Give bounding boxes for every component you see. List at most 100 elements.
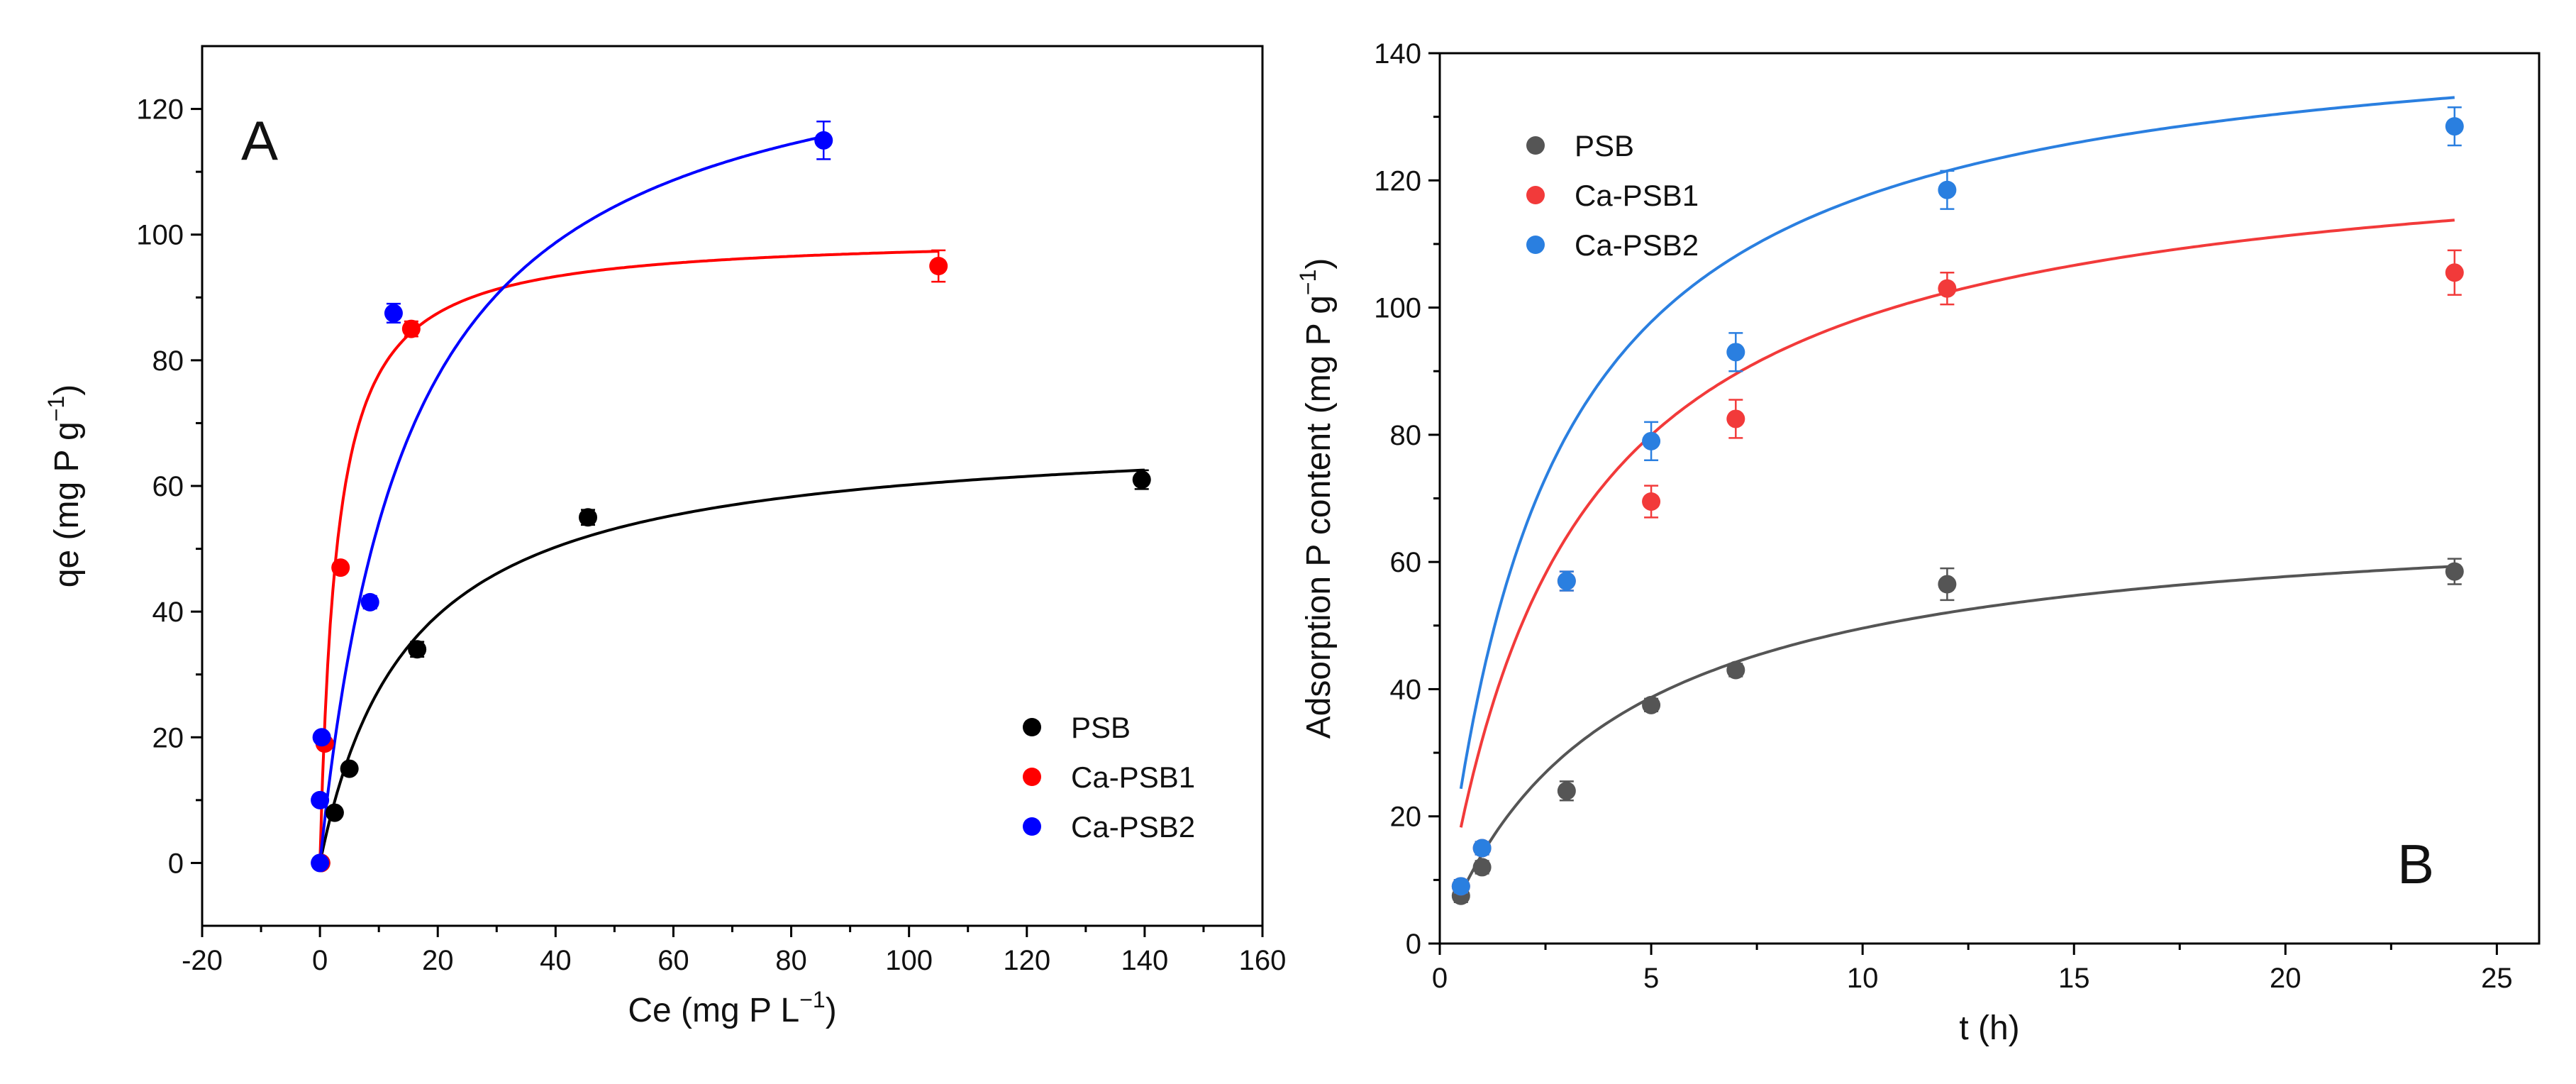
legend-marker-psb <box>1526 136 1545 155</box>
y-tick-label: 20 <box>152 722 184 753</box>
fit-curve-ca-psb2 <box>1459 96 2455 790</box>
y-axis-title-end: ) <box>1300 258 1338 270</box>
x-tick-label: 25 <box>2481 963 2513 994</box>
data-point-psb <box>1642 695 1661 714</box>
fit-curve-psb <box>318 468 1145 863</box>
y-tick-label: 120 <box>136 94 184 126</box>
y-tick-label: 40 <box>152 597 184 628</box>
x-tick-label: 120 <box>1003 945 1050 976</box>
legend-label: PSB <box>1575 129 1634 162</box>
data-point-ca-psb2 <box>2445 117 2464 136</box>
data-point-psb <box>1132 470 1151 490</box>
x-tick-label: 15 <box>2058 963 2090 994</box>
legend-marker-ca-psb1 <box>1023 768 1041 786</box>
y-tick-label: 0 <box>1406 929 1421 960</box>
data-point-ca-psb2 <box>1557 572 1576 591</box>
data-point-ca-psb1 <box>929 257 948 275</box>
y-tick-label: 20 <box>1390 802 1422 833</box>
data-point-psb <box>325 803 344 822</box>
x-tick-label: 20 <box>2270 963 2302 994</box>
fit-curve-ca-psb1 <box>1459 219 2455 828</box>
data-point-ca-psb1 <box>1642 492 1661 511</box>
data-point-ca-psb2 <box>311 853 330 873</box>
data-point-psb <box>408 640 427 659</box>
panel-label: A <box>241 109 278 172</box>
data-point-ca-psb2 <box>1451 877 1470 896</box>
y-tick-label: 60 <box>152 471 184 502</box>
data-point-ca-psb2 <box>360 592 379 612</box>
plot-frame <box>201 45 1264 927</box>
legend-label: Ca-PSB2 <box>1575 228 1699 262</box>
x-tick-label: -20 <box>182 945 223 976</box>
data-point-ca-psb2 <box>1642 431 1661 450</box>
data-point-psb <box>579 508 598 527</box>
y-axis-title-main: Adsorption P content (mg P g <box>1300 295 1338 739</box>
y-tick-label: 100 <box>136 220 184 251</box>
x-tick-label: 80 <box>775 945 807 976</box>
data-point-ca-psb2 <box>1472 839 1492 858</box>
chart-panel-a: -20 0 20 40 60 80 100 120 140 160 0 20 40 60 80 100 120 C… <box>43 45 1287 1029</box>
data-point-psb <box>2445 562 2464 581</box>
fit-curve-ca-psb1 <box>318 250 939 863</box>
x-tick-label: 0 <box>1432 963 1448 994</box>
y-tick-label: 100 <box>1374 293 1421 324</box>
x-tick-label: 40 <box>540 945 572 976</box>
x-axis-title-main: t (h) <box>1959 1010 2019 1047</box>
x-axis-title-main: Ce (mg P L <box>628 992 799 1029</box>
fit-curve-psb <box>1460 565 2455 895</box>
y-tick-label: 120 <box>1374 165 1421 197</box>
data-point-psb <box>1726 660 1745 680</box>
y-tick-label: 0 <box>168 848 184 879</box>
x-tick-label: 160 <box>1239 945 1287 976</box>
data-point-ca-psb1 <box>1938 279 1957 298</box>
legend-marker-ca-psb2 <box>1023 817 1041 836</box>
legend-marker-psb <box>1023 718 1041 736</box>
y-axis-title-superscript: −1 <box>43 396 69 421</box>
x-tick-label: 0 <box>312 945 328 976</box>
data-point-ca-psb2 <box>384 304 403 323</box>
data-point-ca-psb2 <box>312 728 331 747</box>
legend-label: Ca-PSB2 <box>1071 810 1195 844</box>
y-axis-title-main: qe (mg P g <box>48 421 86 587</box>
data-point-psb <box>1938 575 1957 594</box>
panel-label: B <box>2397 833 2434 895</box>
fit-curve-ca-psb2 <box>318 134 827 863</box>
data-point-ca-psb1 <box>1726 409 1745 428</box>
data-point-psb <box>340 759 359 778</box>
data-point-psb <box>1472 858 1492 877</box>
data-point-ca-psb1 <box>2445 263 2464 282</box>
x-axis-title: Ce (mg P L−1) <box>628 987 836 1029</box>
y-tick-label: 80 <box>1390 420 1422 451</box>
y-axis-title: qe (mg P g−1) <box>43 385 86 587</box>
x-axis-title-end: ) <box>826 992 837 1029</box>
x-axis-title: t (h) <box>1959 1010 2019 1047</box>
x-tick-label: 100 <box>885 945 933 976</box>
legend-marker-ca-psb1 <box>1526 186 1545 204</box>
x-tick-label: 20 <box>422 945 454 976</box>
y-tick-label: 40 <box>1390 674 1422 705</box>
x-tick-label: 5 <box>1643 963 1659 994</box>
y-tick-label: 140 <box>1374 38 1421 70</box>
data-point-ca-psb2 <box>814 131 833 150</box>
data-point-ca-psb2 <box>1938 180 1957 199</box>
y-axis-title-end: ) <box>48 385 86 396</box>
legend-label: Ca-PSB1 <box>1575 179 1699 212</box>
chart-panel-b: 0 5 10 15 20 25 0 20 40 60 80 100 120 140 t (h) Adsorpt… <box>1295 38 2541 1047</box>
legend-label: PSB <box>1071 711 1131 744</box>
data-point-psb <box>1557 781 1576 800</box>
legend-label: Ca-PSB1 <box>1071 761 1195 794</box>
x-tick-label: 140 <box>1121 945 1169 976</box>
data-point-ca-psb1 <box>331 558 350 577</box>
y-axis-title-superscript: −1 <box>1295 270 1321 295</box>
x-tick-label: 10 <box>1847 963 1879 994</box>
data-point-ca-psb2 <box>311 790 330 809</box>
legend-marker-ca-psb2 <box>1526 236 1545 254</box>
x-tick-label: 60 <box>657 945 689 976</box>
data-point-ca-psb2 <box>1726 343 1745 362</box>
data-point-ca-psb1 <box>401 319 421 338</box>
y-tick-label: 60 <box>1390 547 1422 578</box>
y-tick-label: 80 <box>152 345 184 377</box>
y-axis-title: Adsorption P content (mg P g−1) <box>1295 258 1338 739</box>
x-axis-title-superscript: −1 <box>799 987 825 1012</box>
